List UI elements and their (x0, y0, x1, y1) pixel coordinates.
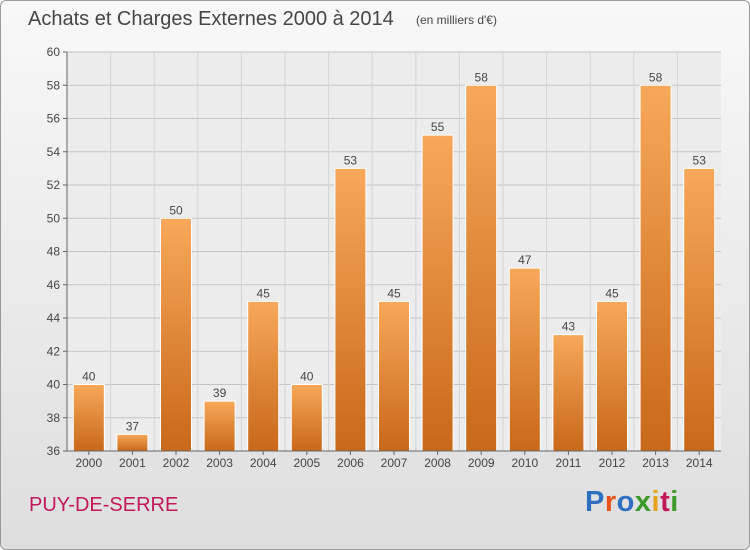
x-tick-label: 2008 (424, 456, 451, 470)
data-label-2006: 53 (344, 153, 358, 167)
bar-2000 (72, 384, 105, 452)
x-tick-label: 2002 (163, 456, 190, 470)
data-label-2000: 40 (82, 370, 96, 384)
y-tick-label: 44 (47, 311, 61, 325)
x-tick-label: 2000 (75, 456, 102, 470)
y-tick-label: 56 (47, 112, 61, 126)
commune-name: PUY-DE-SERRE (29, 494, 179, 516)
x-tick-label: 2009 (468, 456, 495, 470)
bar-2005 (290, 384, 323, 452)
y-tick-label: 38 (47, 411, 61, 425)
bar-2014 (683, 167, 716, 452)
x-tick-label: 2001 (119, 456, 146, 470)
bar-2001 (116, 433, 149, 452)
x-tick-label: 2007 (381, 456, 408, 470)
y-tick-label: 58 (47, 78, 61, 92)
chart-units: (en milliers d'€) (416, 13, 497, 27)
y-tick-label: 40 (47, 378, 61, 392)
x-tick-label: 2005 (293, 456, 320, 470)
data-label-2002: 50 (169, 203, 183, 217)
y-tick-label: 52 (47, 178, 61, 192)
bar-2013 (639, 84, 672, 452)
bar-2011 (552, 334, 585, 452)
y-tick-label: 42 (47, 344, 61, 358)
x-tick-label: 2010 (511, 456, 538, 470)
bar-2010 (508, 267, 541, 452)
data-label-2014: 53 (693, 153, 707, 167)
data-label-2012: 45 (605, 286, 619, 300)
y-tick-label: 54 (47, 145, 61, 159)
logo-letter: P (585, 486, 605, 518)
bar-2007 (378, 300, 410, 452)
data-label-2009: 58 (475, 70, 489, 84)
bar-2009 (465, 84, 498, 452)
bar-2012 (596, 300, 628, 452)
x-tick-label: 2011 (555, 456, 581, 470)
x-tick-label: 2014 (686, 456, 713, 470)
data-label-2008: 55 (431, 120, 445, 134)
x-tick-label: 2013 (642, 456, 669, 470)
y-tick-label: 48 (47, 245, 61, 259)
data-label-2005: 40 (300, 370, 314, 384)
x-tick-label: 2004 (250, 456, 277, 470)
data-label-2004: 45 (257, 286, 271, 300)
data-label-2013: 58 (649, 70, 663, 84)
logo-letter: t (660, 486, 671, 518)
logo-letter: r (604, 486, 617, 518)
data-label-2011: 43 (562, 320, 576, 334)
bar-2006 (334, 167, 367, 452)
y-tick-label: 60 (47, 45, 61, 59)
bar-2008 (421, 134, 454, 452)
data-label-2007: 45 (387, 286, 401, 300)
data-label-2003: 39 (213, 386, 227, 400)
data-label-2001: 37 (126, 419, 140, 433)
chart-title: Achats et Charges Externes 2000 à 2014 (28, 8, 394, 30)
y-tick-label: 50 (47, 211, 61, 225)
logo-letter: i (670, 486, 679, 518)
data-label-2010: 47 (518, 253, 532, 267)
bar-2002 (160, 217, 192, 452)
logo-letter: i (651, 486, 661, 518)
bar-2004 (247, 300, 280, 452)
proxiti-logo: Proxiti (585, 486, 679, 519)
logo-letter: x (634, 486, 652, 518)
x-tick-label: 2006 (337, 456, 364, 470)
logo-letter: o (616, 486, 635, 518)
x-tick-label: 2012 (599, 456, 626, 470)
y-tick-label: 36 (47, 444, 61, 458)
x-tick-label: 2003 (206, 456, 233, 470)
bar-2003 (203, 400, 236, 452)
y-tick-label: 46 (47, 278, 61, 292)
